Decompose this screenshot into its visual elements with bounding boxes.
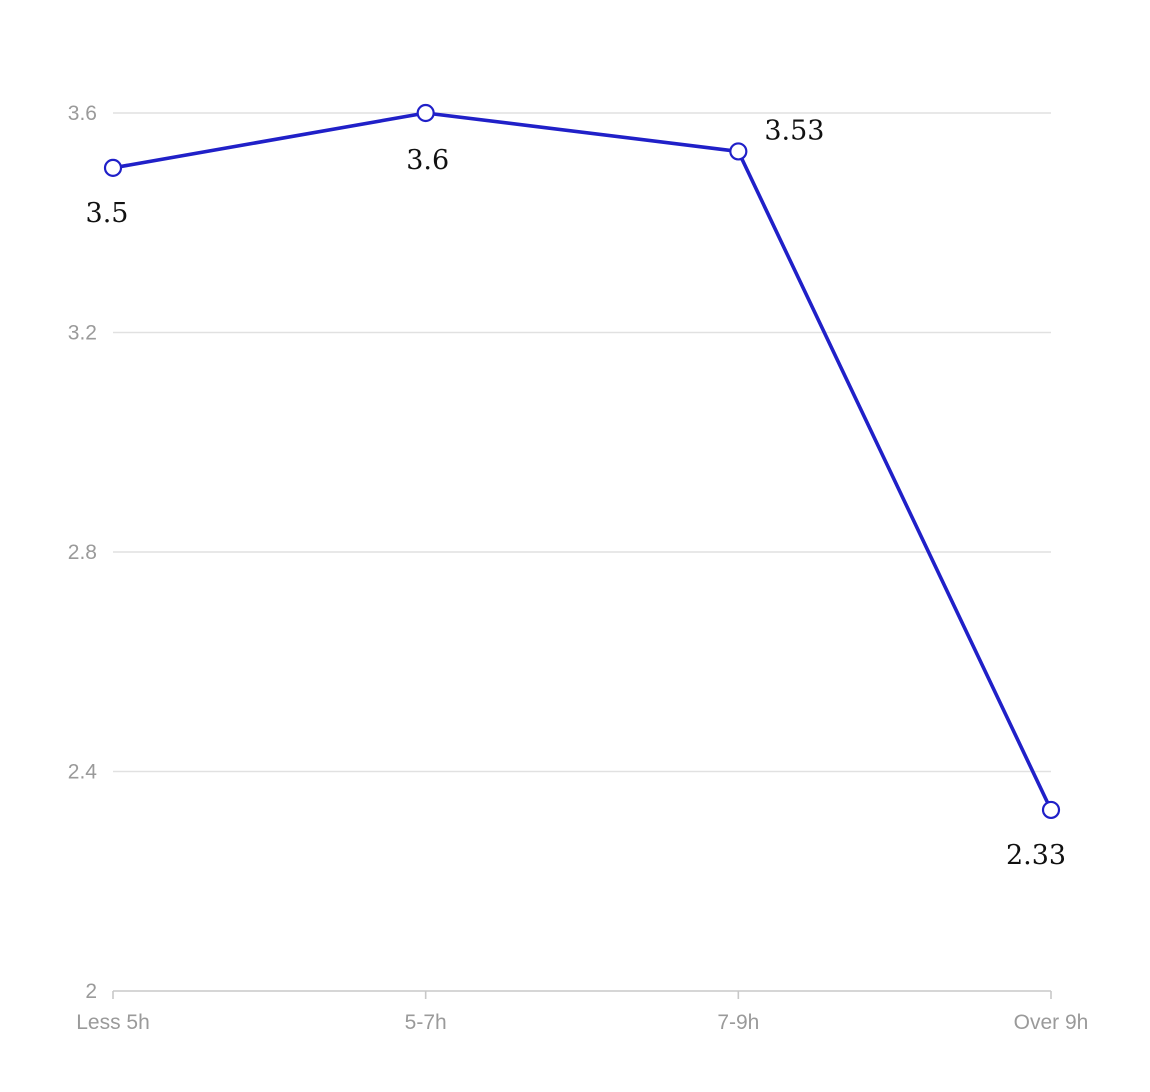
data-point	[416, 103, 435, 123]
series	[103, 103, 1061, 820]
data-label: 2.33	[1006, 840, 1066, 871]
x-tick-label: Over 9h	[1014, 1011, 1089, 1034]
series-line	[111, 111, 1053, 812]
data-label: 3.6	[406, 145, 449, 176]
data-point	[103, 158, 123, 177]
y-tick-label: 3.6	[68, 102, 97, 125]
x-tick-label: 5-7h	[405, 1011, 447, 1034]
y-tick-label: 2	[85, 980, 97, 1003]
data-labels: 3.5 3.6 3.53 2.33	[86, 115, 1067, 871]
y-tick-label: 2.4	[68, 761, 98, 784]
data-point	[1041, 800, 1061, 820]
x-tick-label: 7-9h	[717, 1011, 759, 1034]
gridlines	[113, 112, 1051, 773]
data-label: 3.53	[764, 115, 824, 146]
axes: 2 2.4 2.8 3.2 3.6 Less 5h 5-7h 7-9h Over 9h	[68, 102, 1089, 1034]
x-tick-label: Less 5h	[76, 1011, 150, 1034]
y-tick-label: 3.2	[68, 322, 97, 345]
data-label: 3.5	[86, 198, 129, 229]
data-point	[729, 142, 748, 161]
y-tick-label: 2.8	[68, 541, 97, 564]
